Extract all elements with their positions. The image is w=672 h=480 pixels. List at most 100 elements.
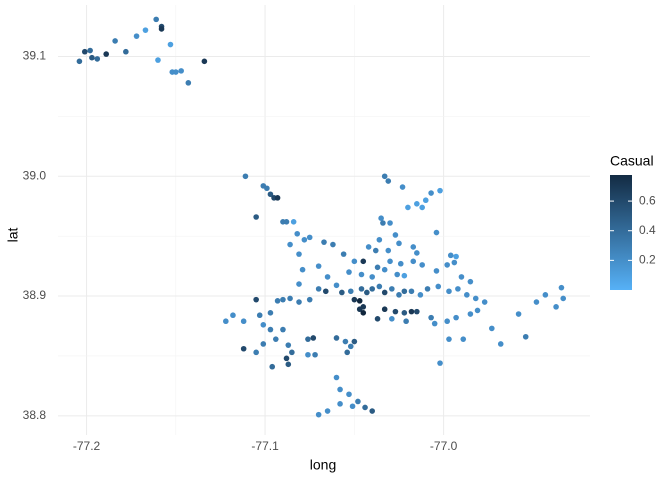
point [369, 408, 376, 414]
colorbar-label: 0.6 [639, 193, 656, 207]
point [410, 258, 417, 265]
point [403, 318, 409, 325]
point [305, 336, 311, 342]
point [444, 262, 450, 268]
point [230, 312, 236, 319]
point [123, 48, 129, 55]
point [267, 326, 274, 333]
point [351, 338, 358, 345]
point [289, 349, 295, 356]
point [428, 314, 434, 321]
point [312, 351, 318, 358]
point [333, 374, 340, 381]
legend-title: Casual [610, 153, 654, 169]
point [414, 250, 420, 256]
point [489, 325, 495, 332]
point [351, 296, 358, 303]
point [453, 253, 459, 260]
y-tick-label: 38.9 [23, 288, 47, 302]
point [185, 80, 192, 86]
point [285, 361, 292, 368]
point [223, 318, 229, 325]
point [372, 247, 379, 254]
point [437, 360, 443, 366]
point [346, 269, 352, 275]
point [321, 239, 327, 245]
point [133, 33, 140, 39]
point [240, 345, 247, 352]
point [324, 408, 331, 414]
point [337, 386, 343, 393]
point [356, 306, 363, 313]
point [447, 252, 454, 259]
y-tick-label: 39.0 [23, 168, 47, 182]
point [558, 284, 565, 291]
point [497, 341, 504, 347]
point [410, 244, 417, 250]
x-tick-label: -77.1 [251, 439, 279, 453]
point [178, 68, 184, 74]
point [401, 288, 408, 295]
point [155, 57, 161, 63]
point [337, 401, 343, 407]
point [522, 333, 529, 340]
point [269, 363, 276, 370]
point [285, 342, 292, 348]
point [405, 204, 411, 211]
point [310, 335, 317, 341]
point [376, 283, 383, 290]
point [347, 343, 354, 350]
point [399, 184, 406, 190]
point [396, 240, 402, 247]
point [274, 298, 281, 304]
point [460, 336, 467, 342]
point [419, 204, 425, 211]
point [142, 27, 149, 33]
point [458, 274, 465, 280]
point [296, 281, 302, 287]
point [315, 263, 322, 269]
point [299, 266, 306, 273]
point [467, 278, 474, 285]
point [260, 322, 267, 328]
point [419, 262, 425, 268]
point [89, 54, 95, 61]
point [381, 306, 388, 313]
point [283, 355, 290, 362]
point [381, 266, 388, 273]
point [374, 316, 381, 322]
colorbar-label: 0.2 [639, 253, 656, 267]
point [340, 251, 347, 257]
point [301, 236, 308, 243]
point [560, 295, 567, 302]
point [260, 341, 267, 347]
point [397, 260, 404, 267]
point [369, 274, 376, 280]
point [401, 272, 408, 279]
point [339, 289, 345, 296]
point [381, 173, 388, 180]
point [87, 47, 93, 54]
point [417, 292, 424, 298]
point [533, 299, 540, 305]
point [358, 286, 365, 292]
point [296, 299, 302, 305]
point [267, 191, 274, 198]
point [272, 336, 279, 342]
point [81, 48, 88, 55]
point [374, 264, 381, 271]
point [355, 398, 361, 405]
point [349, 403, 356, 410]
point [389, 316, 395, 322]
point [360, 310, 367, 316]
point [253, 296, 259, 303]
point [396, 292, 402, 298]
point [253, 214, 259, 220]
point [387, 258, 393, 265]
point [369, 286, 376, 292]
point [333, 335, 340, 341]
point [333, 282, 340, 289]
point [431, 320, 438, 327]
point [408, 288, 415, 295]
point [451, 259, 458, 266]
